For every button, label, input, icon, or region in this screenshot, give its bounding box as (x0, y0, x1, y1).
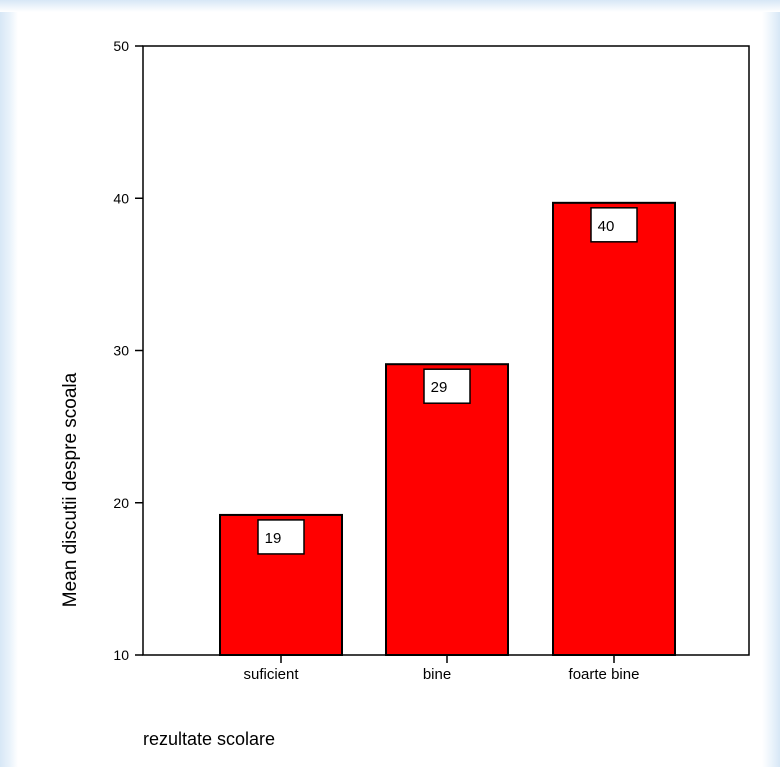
y-axis-label: Mean discutii despre scoala (60, 372, 81, 607)
x-category-label: suficient (243, 666, 299, 683)
data-label-box (590, 207, 638, 243)
y-tick-label: 10 (113, 647, 129, 663)
data-label-box (257, 519, 305, 555)
y-tick-label: 30 (113, 343, 129, 359)
data-label: 40 (598, 218, 615, 235)
x-axis-label: rezultate scolare (143, 729, 275, 749)
data-label: 29 (431, 379, 448, 396)
x-category-label: foarte bine (569, 666, 640, 683)
y-tick-label: 20 (113, 495, 129, 511)
bars-group: 19 29 40 (219, 201, 676, 656)
y-tick-label: 50 (113, 38, 129, 54)
data-label: 19 (265, 530, 282, 547)
data-label-box (423, 368, 471, 404)
bar-bine (385, 363, 509, 656)
y-axis-ticks: 10 20 30 40 50 (113, 38, 143, 663)
y-tick-label: 40 (113, 190, 129, 206)
top-border-band (0, 0, 780, 12)
x-category-label: bine (423, 666, 451, 683)
x-axis-ticks: suficient bine foarte bine (243, 655, 639, 683)
bar-foarte-bine (552, 201, 676, 656)
